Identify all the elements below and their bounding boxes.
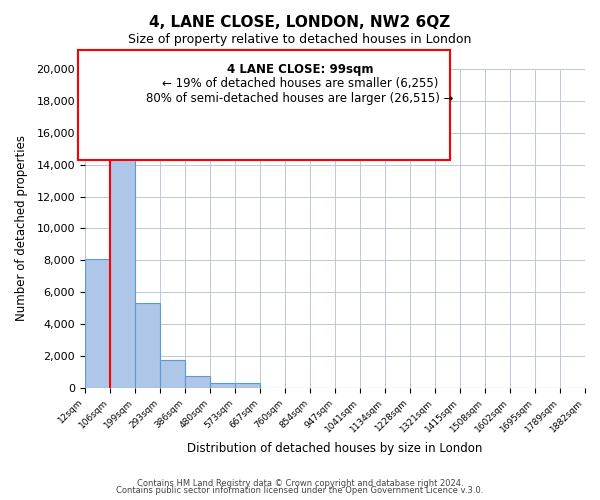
Bar [185,376,210,388]
Text: Contains public sector information licensed under the Open Government Licence v.: Contains public sector information licen… [116,486,484,495]
Bar [110,122,135,388]
Text: Size of property relative to detached houses in London: Size of property relative to detached ho… [128,32,472,46]
Bar [160,360,185,388]
Bar [85,258,110,388]
Bar [210,383,235,388]
Text: Contains HM Land Registry data © Crown copyright and database right 2024.: Contains HM Land Registry data © Crown c… [137,478,463,488]
Text: ← 19% of detached houses are smaller (6,255): ← 19% of detached houses are smaller (6,… [162,78,438,90]
X-axis label: Distribution of detached houses by size in London: Distribution of detached houses by size … [187,442,482,455]
Text: 80% of semi-detached houses are larger (26,515) →: 80% of semi-detached houses are larger (… [146,92,454,106]
Bar [135,304,160,388]
Y-axis label: Number of detached properties: Number of detached properties [15,136,28,322]
Bar [235,384,260,388]
Text: 4 LANE CLOSE: 99sqm: 4 LANE CLOSE: 99sqm [227,62,373,76]
Text: 4, LANE CLOSE, LONDON, NW2 6QZ: 4, LANE CLOSE, LONDON, NW2 6QZ [149,15,451,30]
